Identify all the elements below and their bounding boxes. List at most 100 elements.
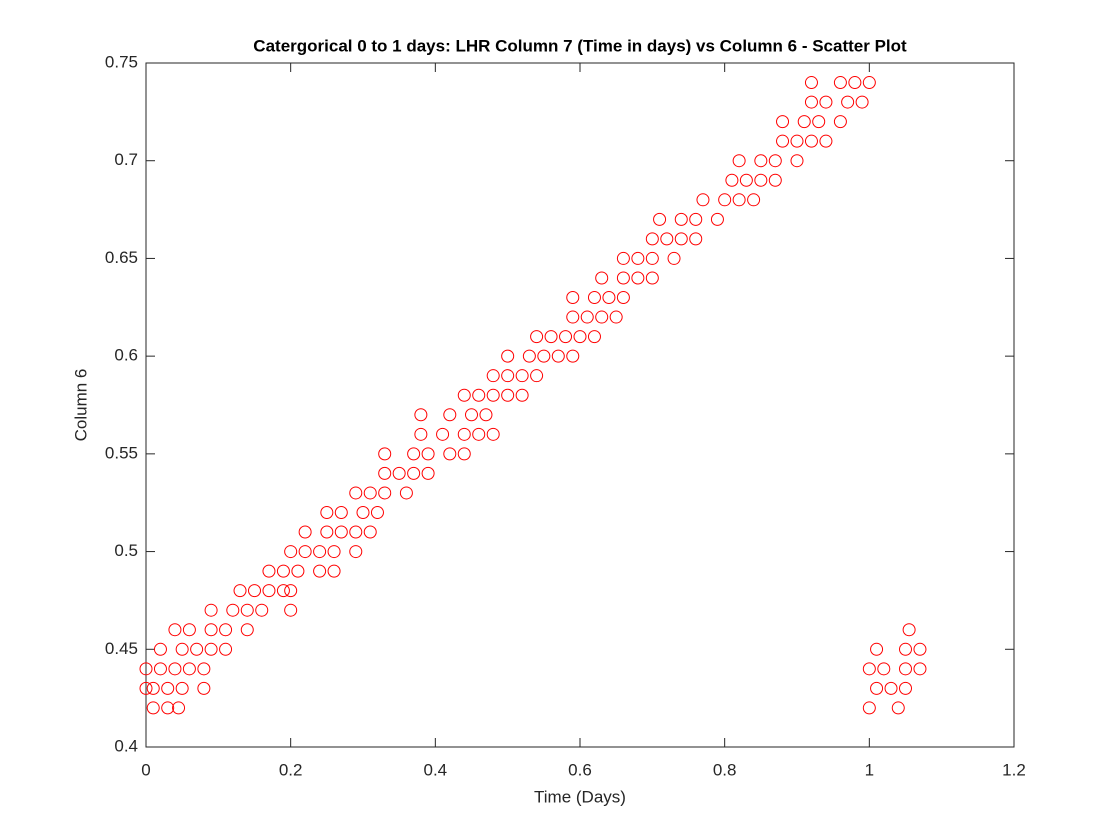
scatter-point xyxy=(551,349,565,363)
x-tick-label: 0 xyxy=(141,760,150,779)
scatter-point xyxy=(739,173,753,187)
scatter-point xyxy=(768,173,782,187)
y-tick-label: 0.6 xyxy=(114,346,138,365)
scatter-point xyxy=(153,662,167,676)
scatter-point xyxy=(522,349,536,363)
scatter-point xyxy=(392,466,406,480)
scatter-point xyxy=(862,662,876,676)
scatter-point xyxy=(219,642,233,656)
y-tick-label: 0.65 xyxy=(105,248,138,267)
scatter-point xyxy=(616,291,630,305)
scatter-point xyxy=(313,545,327,559)
scatter-point xyxy=(804,95,818,109)
scatter-point xyxy=(855,95,869,109)
scatter-point xyxy=(320,505,334,519)
scatter-point xyxy=(407,466,421,480)
scatter-point xyxy=(197,662,211,676)
axes-box xyxy=(145,62,1015,748)
scatter-point xyxy=(262,564,276,578)
scatter-point xyxy=(501,349,515,363)
scatter-point xyxy=(161,681,175,695)
scatter-point xyxy=(204,603,218,617)
scatter-point xyxy=(804,76,818,90)
scatter-point xyxy=(414,408,428,422)
scatter-point xyxy=(334,525,348,539)
scatter-point xyxy=(653,212,667,226)
scatter-point xyxy=(797,115,811,129)
scatter-point xyxy=(240,623,254,637)
x-tick-label: 0.8 xyxy=(713,760,737,779)
scatter-point xyxy=(421,447,435,461)
scatter-point xyxy=(587,330,601,344)
scatter-point xyxy=(616,251,630,265)
scatter-point xyxy=(515,388,529,402)
scatter-point xyxy=(153,642,167,656)
y-tick-label: 0.55 xyxy=(105,443,138,462)
scatter-point xyxy=(486,369,500,383)
scatter-point xyxy=(486,427,500,441)
scatter-point xyxy=(674,232,688,246)
scatter-point xyxy=(161,701,175,715)
scatter-point xyxy=(718,193,732,207)
scatter-point xyxy=(870,681,884,695)
scatter-point xyxy=(848,76,862,90)
scatter-point xyxy=(370,505,384,519)
scatter-point xyxy=(378,466,392,480)
scatter-point xyxy=(284,545,298,559)
scatter-point xyxy=(884,681,898,695)
scatter-point xyxy=(812,115,826,129)
scatter-point xyxy=(182,662,196,676)
scatter-point xyxy=(747,193,761,207)
scatter-point xyxy=(631,251,645,265)
scatter-point xyxy=(421,466,435,480)
scatter-point xyxy=(443,408,457,422)
scatter-point xyxy=(501,369,515,383)
scatter-point xyxy=(284,603,298,617)
scatter-point xyxy=(363,486,377,500)
scatter-point xyxy=(580,310,594,324)
scatter-point xyxy=(349,545,363,559)
scatter-point xyxy=(609,310,623,324)
x-tick-label: 1.2 xyxy=(1002,760,1026,779)
scatter-point xyxy=(298,525,312,539)
scatter-point xyxy=(595,271,609,285)
y-axis-label: Column 6 xyxy=(71,369,90,442)
x-axis-label: Time (Days) xyxy=(534,787,626,806)
scatter-point xyxy=(204,623,218,637)
scatter-point xyxy=(725,173,739,187)
scatter-point xyxy=(276,564,290,578)
scatter-point xyxy=(645,251,659,265)
y-tick-label: 0.5 xyxy=(114,541,138,560)
scatter-point xyxy=(833,76,847,90)
scatter-point xyxy=(248,584,261,598)
scatter-point xyxy=(219,623,233,637)
scatter-point xyxy=(862,701,876,715)
scatter-point xyxy=(566,291,580,305)
scatter-point xyxy=(530,330,544,344)
scatter-point xyxy=(175,681,189,695)
scatter-point xyxy=(790,134,804,148)
scatter-point xyxy=(457,388,471,402)
y-tick-label: 0.4 xyxy=(114,736,138,755)
chart-title: Catergorical 0 to 1 days: LHR Column 7 (… xyxy=(253,36,907,55)
scatter-point xyxy=(479,408,493,422)
scatter-point xyxy=(689,212,703,226)
scatter-point xyxy=(349,525,363,539)
scatter-point xyxy=(566,349,580,363)
scatter-point xyxy=(870,642,884,656)
scatter-point xyxy=(899,642,912,656)
scatter-point xyxy=(696,193,710,207)
scatter-point xyxy=(399,486,413,500)
scatter-point xyxy=(190,642,204,656)
scatter-point xyxy=(378,486,392,500)
scatter-point xyxy=(841,95,855,109)
scatter-point xyxy=(732,154,746,168)
scatter-point xyxy=(877,662,891,676)
y-tick-label: 0.75 xyxy=(105,52,138,71)
scatter-point xyxy=(204,642,218,656)
scatter-point xyxy=(378,447,392,461)
scatter-point xyxy=(240,603,254,617)
scatter-point xyxy=(457,427,471,441)
scatter-point xyxy=(349,486,363,500)
